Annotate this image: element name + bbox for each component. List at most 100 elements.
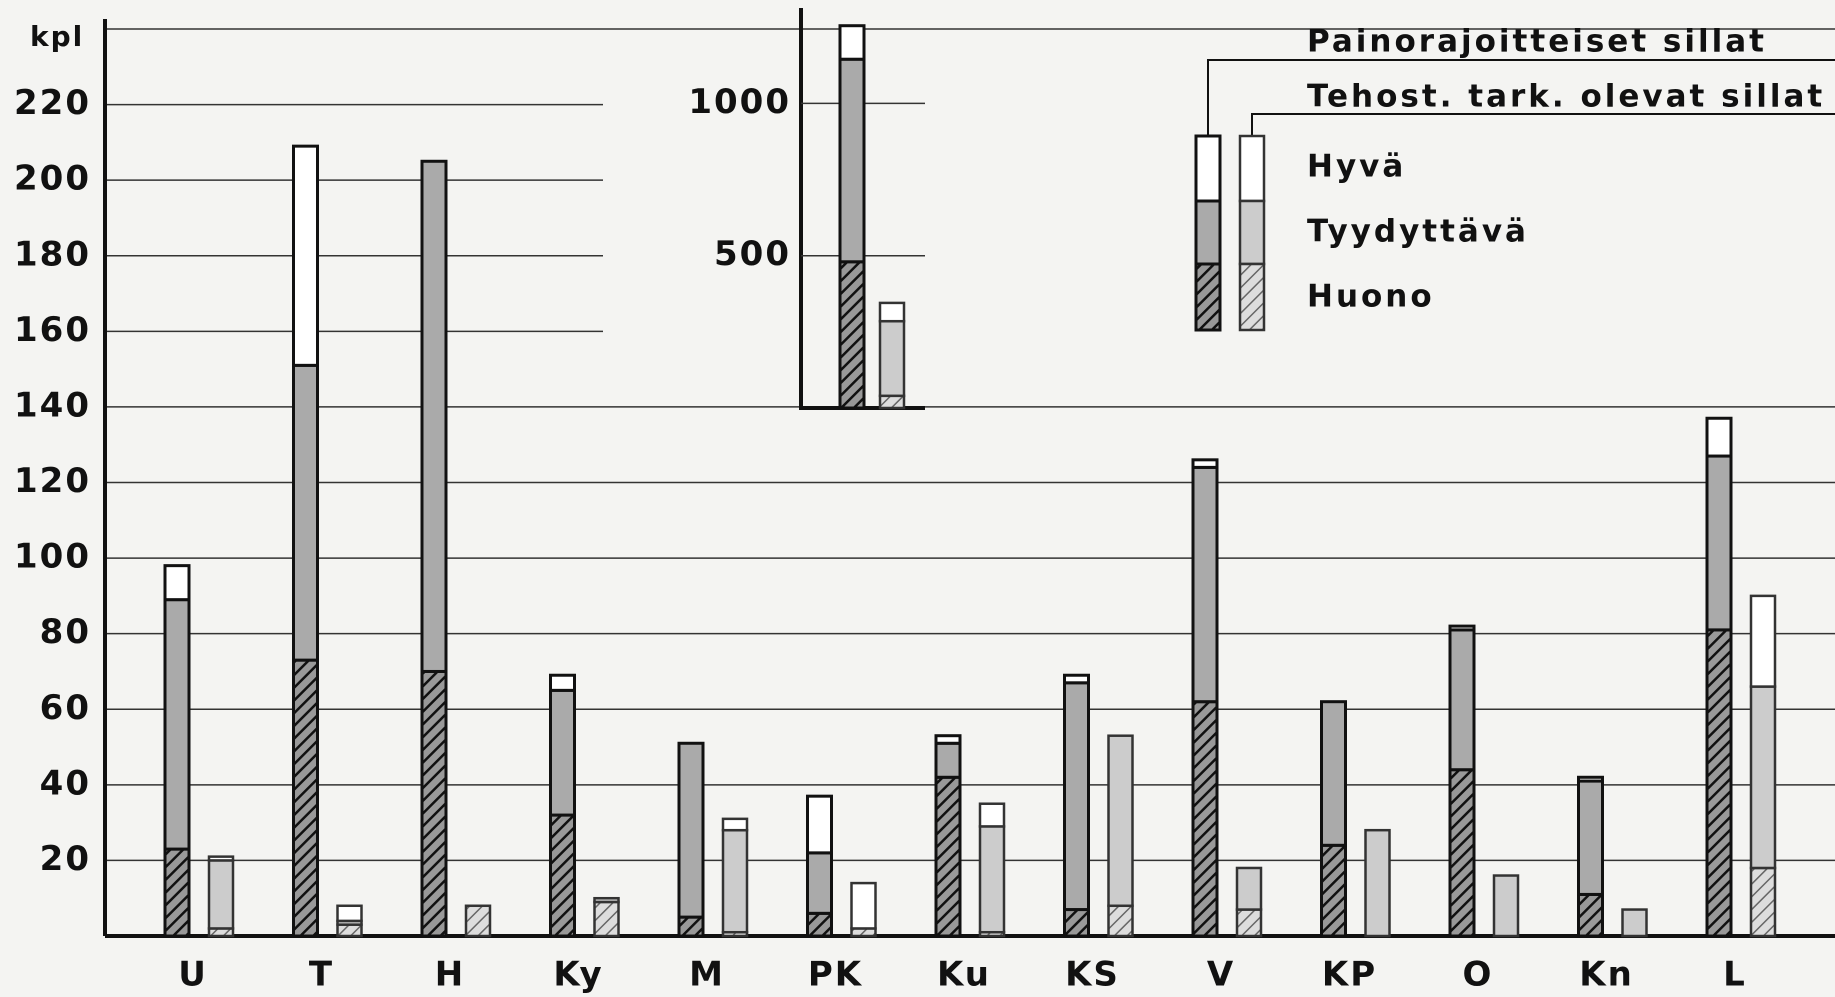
- bar-segment: [1448, 768, 1476, 938]
- x-tick-label: U: [178, 955, 208, 995]
- bar-segment: [838, 57, 866, 264]
- legend-swatch: [1238, 134, 1266, 203]
- bar-segment: [806, 794, 833, 855]
- bar-segment: [1492, 874, 1520, 938]
- bar-segment: [1749, 594, 1777, 688]
- bar-segment: [1577, 775, 1604, 783]
- bar-segment: [1448, 624, 1476, 632]
- legend-label: Hyvä: [1307, 149, 1406, 185]
- legend-swatch: [1194, 199, 1222, 266]
- bar-segment: [207, 855, 235, 862]
- bar-segment: [878, 301, 906, 323]
- bar-segment: [593, 900, 620, 938]
- leader-line: [1251, 113, 1835, 136]
- bar-segment: [292, 144, 319, 367]
- bar-segment: [207, 859, 235, 930]
- bar-segment: [1364, 828, 1391, 938]
- leader-line: [1207, 59, 1835, 136]
- legend-label: Tyydyttävä: [1307, 214, 1529, 250]
- bar-segment: [934, 741, 962, 779]
- bar-segment: [593, 896, 620, 904]
- y-tick-label: 60: [40, 688, 91, 728]
- bar-segment: [1191, 700, 1219, 938]
- bar-segment: [336, 904, 363, 923]
- bar-segment: [336, 923, 363, 938]
- y-tick-label: 100: [14, 537, 91, 577]
- x-tick-label: KP: [1322, 955, 1377, 995]
- y-tick-label: 80: [40, 612, 91, 652]
- x-tick-label: V: [1207, 955, 1235, 995]
- bar-segment: [978, 825, 1006, 934]
- bar-segment: [163, 564, 191, 602]
- bar-segment: [292, 363, 319, 662]
- legend-swatch: [1238, 199, 1266, 266]
- bar-segment: [806, 851, 833, 915]
- bar-segment: [1749, 685, 1777, 870]
- legend-label: Huono: [1307, 279, 1435, 315]
- bar-segment: [420, 669, 448, 938]
- bar-segment: [838, 260, 866, 410]
- bar-segment: [934, 734, 962, 745]
- x-tick-label: O: [1463, 955, 1494, 995]
- bar-segment: [838, 24, 866, 61]
- bar-segment: [549, 688, 576, 817]
- bar-segment: [464, 904, 492, 938]
- bar-segment: [850, 881, 877, 930]
- legend-swatch: [1238, 262, 1266, 332]
- bar-segment: [420, 159, 448, 673]
- legend-swatch: [1194, 134, 1222, 203]
- bar-segment: [934, 775, 962, 938]
- bar-segment: [1191, 458, 1219, 469]
- bar-segment: [1705, 628, 1733, 938]
- bar-segment: [163, 598, 191, 851]
- bar-segment: [677, 915, 705, 938]
- x-tick-label: PK: [808, 955, 863, 995]
- bar-segment: [1577, 892, 1604, 938]
- legend-label: Tehost. tark. olevat sillat: [1307, 79, 1825, 115]
- x-tick-label: Kn: [1579, 955, 1634, 995]
- bar-segment: [1063, 908, 1090, 938]
- y-axis-label: kpl: [30, 20, 84, 53]
- bar-segment: [1448, 628, 1476, 772]
- y-tick-label: 220: [14, 83, 91, 123]
- bar-segment: [1705, 454, 1733, 632]
- bar-segment: [1320, 700, 1347, 847]
- legend: Painorajoitteiset sillat Tehost. tark. o…: [1194, 24, 1835, 332]
- x-tick-label: Ky: [553, 955, 603, 995]
- bar-segment: [978, 802, 1006, 828]
- bar-segment: [878, 319, 906, 398]
- y-tick-label: 160: [14, 310, 91, 350]
- legend-label: Painorajoitteiset sillat: [1307, 24, 1767, 60]
- bar-segment: [1191, 465, 1219, 704]
- bar-segment: [677, 741, 705, 919]
- bar-segment: [549, 813, 576, 938]
- bar-segment: [878, 394, 906, 410]
- bar-segment: [721, 828, 749, 934]
- x-tick-label: Ku: [937, 955, 991, 995]
- bar-segment: [1235, 866, 1263, 911]
- y-tick-label: 200: [14, 159, 91, 199]
- bar-segment: [1621, 908, 1648, 938]
- bar-segment: [721, 817, 749, 832]
- y-tick-label: 180: [14, 234, 91, 274]
- x-tick-label: H: [435, 955, 465, 995]
- x-tick-label: KS: [1065, 955, 1120, 995]
- bar-segment: [1320, 843, 1347, 938]
- y-tick-label: 140: [14, 385, 91, 425]
- y-tick-label: 1000: [688, 82, 791, 122]
- bar-segment: [1063, 681, 1090, 912]
- y-tick-label: 120: [14, 461, 91, 501]
- bar-segment: [1107, 734, 1134, 908]
- bar-segment: [292, 658, 319, 938]
- bar-segment: [1705, 416, 1733, 458]
- y-tick-label: 20: [40, 839, 91, 879]
- legend-swatch: [1194, 262, 1222, 332]
- bar-segment: [163, 847, 191, 938]
- y-tick-label: 500: [714, 234, 791, 274]
- x-tick-label: T: [309, 955, 334, 995]
- x-tick-label: M: [689, 955, 725, 995]
- bar-segment: [1749, 866, 1777, 938]
- y-tick-label: 40: [40, 763, 91, 803]
- bar-segment: [1235, 908, 1263, 938]
